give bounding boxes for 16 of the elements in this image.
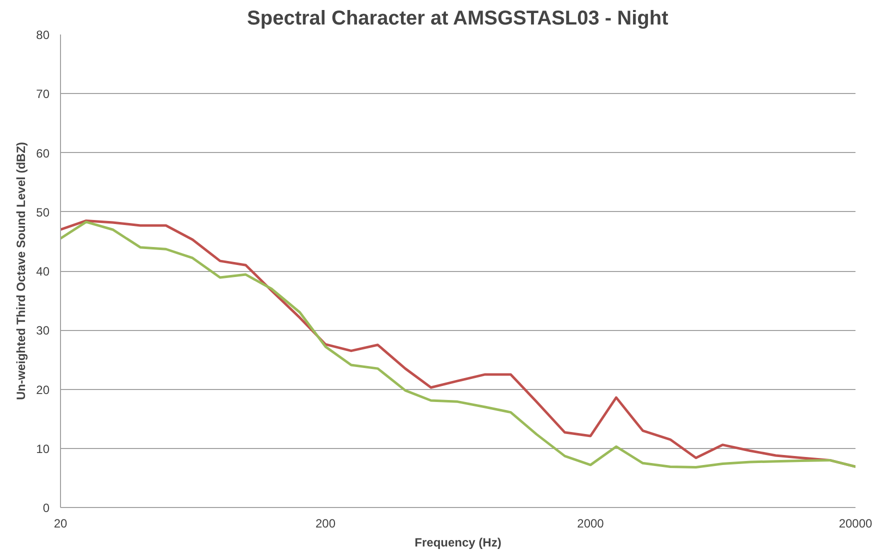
y-tick-label: 50 — [36, 205, 50, 220]
y-tick-label: 40 — [36, 264, 50, 278]
y-tick-label: 30 — [36, 324, 50, 338]
y-axis-title: Un-weighted Third Octave Sound Level (dBZ) — [14, 142, 28, 400]
x-tick-label: 20000 — [838, 516, 873, 530]
y-tick-label: 0 — [42, 501, 50, 515]
y-tick-label: 10 — [36, 442, 50, 456]
y-tick-label: 80 — [36, 28, 50, 42]
y-tick-label: 20 — [36, 382, 50, 397]
x-tick-label: 2000 — [577, 516, 604, 530]
x-tick-label: 200 — [315, 516, 336, 530]
y-tick-label: 60 — [36, 146, 50, 160]
chart-title: Spectral Character at AMSGSTASL03 - Night — [247, 8, 669, 30]
x-tick-label: 20 — [54, 516, 68, 530]
y-tick-label: 70 — [36, 87, 50, 102]
x-axis-title: Frequency (Hz) — [414, 536, 502, 550]
